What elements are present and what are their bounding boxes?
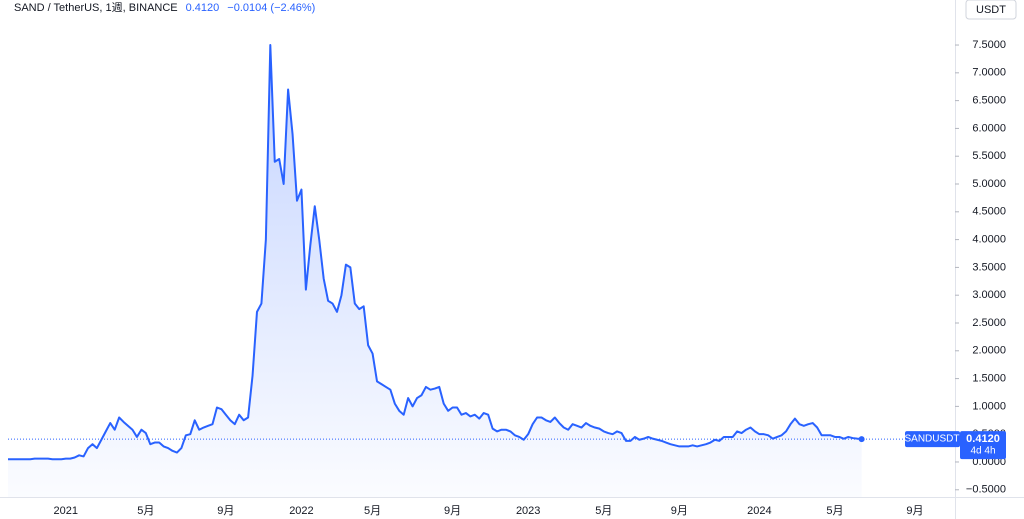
x-tick-label: 2023 (516, 505, 540, 517)
y-tick-label: 4.0000 (972, 234, 1006, 246)
countdown-label: 4d 4h (970, 446, 995, 457)
y-tick-label: 6.0000 (972, 122, 1006, 134)
currency-label[interactable]: USDT (976, 4, 1006, 16)
y-tick-label: −0.5000 (966, 484, 1006, 496)
y-tick-label: 4.5000 (972, 206, 1006, 218)
y-tick-label: 5.0000 (972, 178, 1006, 190)
price-tag (960, 431, 1006, 460)
price-change: −0.0104 (−2.46%) (227, 2, 315, 14)
chart-title: SAND / TetherUS, 1週, BINANCE (14, 1, 178, 14)
price-tag-label: 0.4120 (966, 433, 1000, 445)
y-tick-label: 5.5000 (972, 150, 1006, 162)
y-tick-label: 6.5000 (972, 95, 1006, 107)
y-tick-label: 2.5000 (972, 317, 1006, 329)
x-tick-label: 9月 (906, 505, 923, 517)
y-tick-label: 3.5000 (972, 261, 1006, 273)
x-tick-label: 5月 (826, 505, 843, 517)
x-tick-label: 5月 (595, 505, 612, 517)
y-tick-label: 7.0000 (972, 67, 1006, 79)
x-tick-label: 5月 (137, 505, 154, 517)
y-tick-label: 3.0000 (972, 289, 1006, 301)
x-tick-label: 9月 (217, 505, 234, 517)
x-tick-label: 2024 (747, 505, 771, 517)
symbol-tag (905, 431, 960, 448)
price-line (8, 44, 862, 461)
currency-button[interactable] (965, 0, 1017, 20)
y-tick-label: 7.5000 (972, 39, 1006, 51)
y-tick-label: 1.5000 (972, 372, 1006, 384)
x-tick-label: 9月 (444, 505, 461, 517)
last-point (858, 436, 865, 443)
y-tick-label: 1.0000 (972, 400, 1006, 412)
last-price: 0.4120 (186, 2, 220, 14)
x-tick-label: 5月 (364, 505, 381, 517)
x-tick-label: 2022 (289, 505, 313, 517)
x-tick-label: 9月 (671, 505, 688, 517)
area-fill (8, 45, 862, 497)
x-tick-label: 2021 (54, 505, 78, 517)
symbol-tag-label: SANDUSDT (904, 434, 959, 445)
y-tick-label: 2.0000 (972, 345, 1006, 357)
